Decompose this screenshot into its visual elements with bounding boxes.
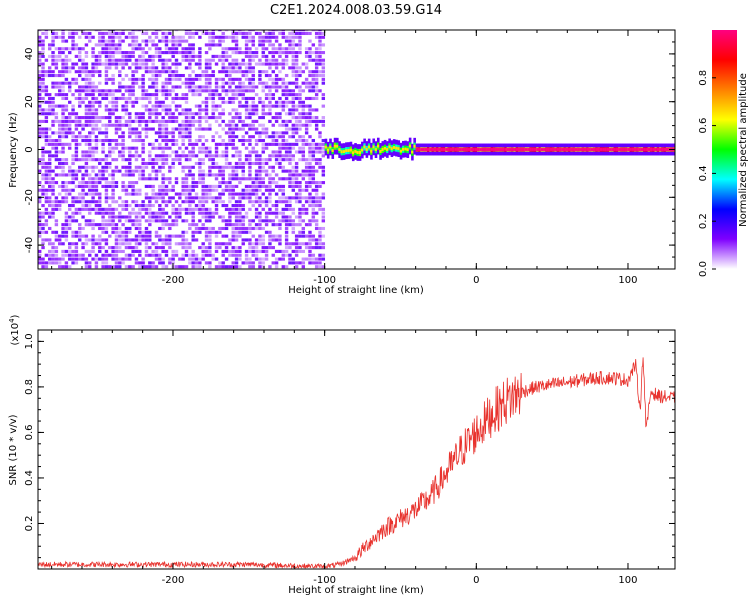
snr-y-tick-label: 0.4 bbox=[24, 470, 35, 486]
spectrogram-image bbox=[38, 30, 675, 269]
spectrogram-y-label: Frequency (Hz) bbox=[8, 112, 19, 188]
colorbar-tick-label: 0.4 bbox=[698, 165, 709, 181]
spectrogram-x-tick-label: 100 bbox=[618, 275, 637, 286]
scale-close: ) bbox=[10, 314, 21, 318]
spectrogram-region-0 bbox=[38, 30, 326, 269]
spectrogram-y-tick-label: 40 bbox=[24, 48, 35, 61]
snr-x-tick-label: -200 bbox=[162, 575, 185, 586]
spectrogram-x-tick-label: -200 bbox=[162, 275, 185, 286]
spectrogram-region-2 bbox=[415, 143, 675, 156]
snr-series-line bbox=[38, 357, 675, 569]
colorbar-tick-label: 0.6 bbox=[698, 118, 709, 134]
spectrogram-x-ticks: -200 -100 0 100 bbox=[51, 30, 659, 286]
snr-panel: -200 -100 0 100 0.2 0.4 0.6 0.8 1.0 Height of s… bbox=[8, 314, 676, 596]
snr-y-label: SNR (10 * v/v) bbox=[8, 414, 19, 485]
colorbar-label: Normalized spectral amplitude bbox=[738, 73, 749, 227]
scale-exponent: 4 bbox=[8, 318, 16, 323]
spectrogram-x-label: Height of straight line (km) bbox=[288, 285, 424, 296]
snr-x-tick-label: -100 bbox=[313, 575, 336, 586]
colorbar-tick-label: 0.2 bbox=[698, 213, 709, 229]
spectrogram-y-tick-label: -40 bbox=[24, 237, 35, 253]
snr-x-tick-label: 0 bbox=[473, 575, 479, 586]
spectrogram-region-1 bbox=[324, 137, 416, 162]
spectrogram-y-tick-label: 0 bbox=[24, 146, 35, 152]
snr-frame bbox=[37, 329, 676, 570]
snr-y-tick-label: 0.2 bbox=[24, 516, 35, 532]
snr-x-ticks: -200 -100 0 100 bbox=[51, 330, 659, 586]
spectrogram-y-tick-label: 20 bbox=[24, 95, 35, 108]
snr-x-label: Height of straight line (km) bbox=[288, 585, 424, 596]
scale-open: (x10 bbox=[10, 323, 21, 346]
figure-title: C2E1.2024.008.03.59.G14 bbox=[270, 3, 442, 18]
spectrogram-y-ticks: -40 -20 0 20 40 bbox=[24, 29, 675, 270]
colorbar-tick-label: 0.0 bbox=[698, 261, 709, 277]
colorbar-tick-label: 0.8 bbox=[698, 70, 709, 86]
spectrogram-x-tick-label: -100 bbox=[313, 275, 336, 286]
snr-scale-label: (x104) bbox=[8, 314, 21, 345]
snr-y-tick-label: 0.6 bbox=[24, 424, 35, 440]
colorbar: 0.0 0.2 0.4 0.6 0.8 Normalized spectral ampl… bbox=[698, 30, 749, 277]
snr-y-tick-label: 1.0 bbox=[24, 333, 35, 349]
spectrogram-y-tick-label: -20 bbox=[24, 189, 35, 205]
spectrogram-x-tick-label: 0 bbox=[473, 275, 479, 286]
snr-x-tick-label: 100 bbox=[618, 575, 637, 586]
snr-y-tick-label: 0.8 bbox=[24, 379, 35, 395]
snr-plot-area bbox=[38, 357, 675, 569]
snr-y-ticks: 0.2 0.4 0.6 0.8 1.0 bbox=[24, 329, 675, 570]
colorbar-ticks: 0.0 0.2 0.4 0.6 0.8 bbox=[698, 70, 716, 277]
colorbar-gradient bbox=[712, 30, 737, 269]
